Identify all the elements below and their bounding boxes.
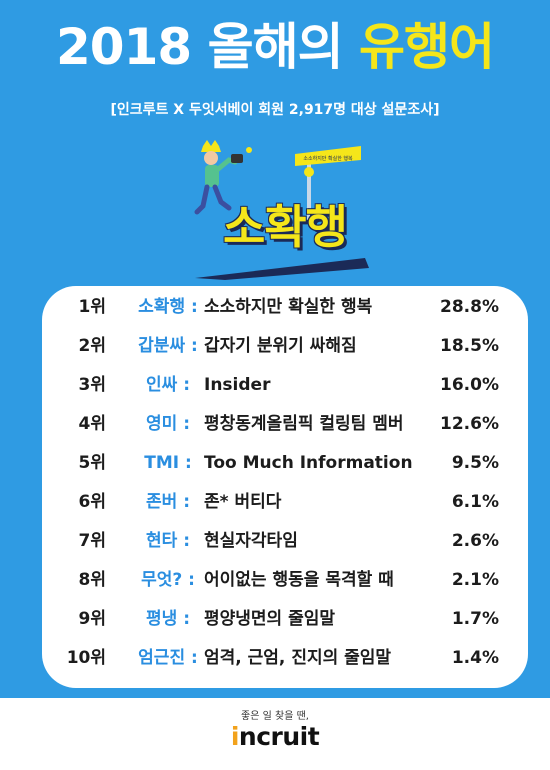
ranking-row-1: 1위 소확행 : 소소하지만 확실한 행복 28.8% [42, 292, 528, 322]
vote-percentage: 1.7% [451, 609, 499, 629]
rank-number: 8위 [78, 570, 106, 590]
ranking-row-9: 9위 평냉 : 평양냉면의 줄임말 1.7% [42, 604, 528, 634]
logo-rest: ncruit [238, 722, 320, 751]
term-meaning: 엄격, 근엄, 진지의 줄임말 [204, 648, 392, 668]
crown-icon [201, 140, 221, 152]
rank-number: 1위 [78, 297, 106, 317]
title-year-part: 2018 올해의 [56, 18, 344, 76]
sign-ball [304, 167, 314, 177]
vote-percentage: 9.5% [451, 453, 499, 473]
slang-term: 영미 : [146, 414, 190, 434]
person-figure [194, 140, 252, 215]
shadow-stage [195, 258, 369, 280]
slang-term: TMI : [144, 453, 192, 473]
slang-term: 현타 : [146, 531, 190, 551]
ranking-row-5: 5위 TMI : Too Much Information 9.5% [42, 448, 528, 478]
rank-number: 7위 [78, 531, 106, 551]
title-highlight: 유행어 [359, 18, 495, 76]
ranking-row-2: 2위 갑분싸 : 갑자기 분위기 싸해짐 18.5% [42, 331, 528, 361]
rank-number: 2위 [78, 336, 106, 356]
ranking-row-7: 7위 현타 : 현실자각타임 2.6% [42, 526, 528, 556]
vote-percentage: 18.5% [440, 336, 499, 356]
vote-percentage: 1.4% [451, 648, 499, 668]
poster-title: 2018 올해의 유행어 [0, 14, 550, 80]
ranking-row-3: 3위 인싸 : Insider 16.0% [42, 370, 528, 400]
rank-number: 9위 [78, 609, 106, 629]
ranking-panel: 1위 소확행 : 소소하지만 확실한 행복 28.8% 2위 갑분싸 : 갑자기… [42, 286, 528, 688]
ranking-row-4: 4위 영미 : 평창동계올림픽 컬링팀 멤버 12.6% [42, 409, 528, 439]
logo-i: i [230, 722, 240, 751]
rank-number: 10위 [66, 648, 106, 668]
rank-number: 3위 [78, 375, 106, 395]
sign-board [295, 146, 361, 166]
vote-percentage: 6.1% [451, 492, 499, 512]
term-meaning: 어이없는 행동을 목격할 때 [204, 570, 394, 590]
slang-term: 인싸 : [146, 375, 190, 395]
term-meaning: 평양냉면의 줄임말 [204, 609, 336, 629]
vote-percentage: 2.1% [451, 570, 499, 590]
illustration: 소소하지만 확실한 행복 소확행 [165, 140, 405, 280]
vote-percentage: 2.6% [451, 531, 499, 551]
term-meaning: Too Much Information [204, 453, 413, 473]
term-meaning: 소소하지만 확실한 행복 [204, 297, 373, 317]
rank-number: 4위 [78, 414, 106, 434]
survey-subtitle: [인크루트 X 두잇서베이 회원 2,917명 대상 설문조사] [110, 102, 440, 118]
term-meaning: Insider [204, 375, 271, 395]
featured-term: 소확행 [223, 200, 348, 254]
signpost-pole [307, 156, 311, 220]
illustration-art: 소소하지만 확실한 행복 [194, 140, 369, 280]
term-meaning: 갑자기 분위기 싸해짐 [204, 336, 357, 356]
sign-text: 소소하지만 확실한 행복 [303, 155, 353, 162]
rank-number: 6위 [78, 492, 106, 512]
ranking-row-6: 6위 존버 : 존* 버티다 6.1% [42, 487, 528, 517]
footer-background [0, 698, 550, 770]
vote-percentage: 28.8% [440, 297, 499, 317]
camera-icon [231, 154, 243, 163]
slang-term: 소확행 : [138, 297, 198, 317]
vote-percentage: 16.0% [440, 375, 499, 395]
term-meaning: 존* 버티다 [204, 492, 282, 512]
slang-term: 갑분싸 : [138, 336, 198, 356]
term-meaning: 평창동계올림픽 컬링팀 멤버 [204, 414, 404, 434]
ranking-row-8: 8위 무엇? : 어이없는 행동을 목격할 때 2.1% [42, 565, 528, 595]
slang-term: 무엇? : [141, 570, 195, 590]
vote-percentage: 12.6% [440, 414, 499, 434]
slang-term: 엄근진 : [138, 648, 198, 668]
slang-term: 존버 : [146, 492, 190, 512]
rank-number: 5위 [78, 453, 106, 473]
term-meaning: 현실자각타임 [204, 531, 298, 551]
ranking-row-10: 10위 엄근진 : 엄격, 근엄, 진지의 줄임말 1.4% [42, 643, 528, 673]
slang-term: 평냉 : [146, 609, 190, 629]
brand-slogan: 좋은 일 찾을 땐, [241, 711, 309, 722]
incruit-logo: incruit [0, 722, 550, 751]
